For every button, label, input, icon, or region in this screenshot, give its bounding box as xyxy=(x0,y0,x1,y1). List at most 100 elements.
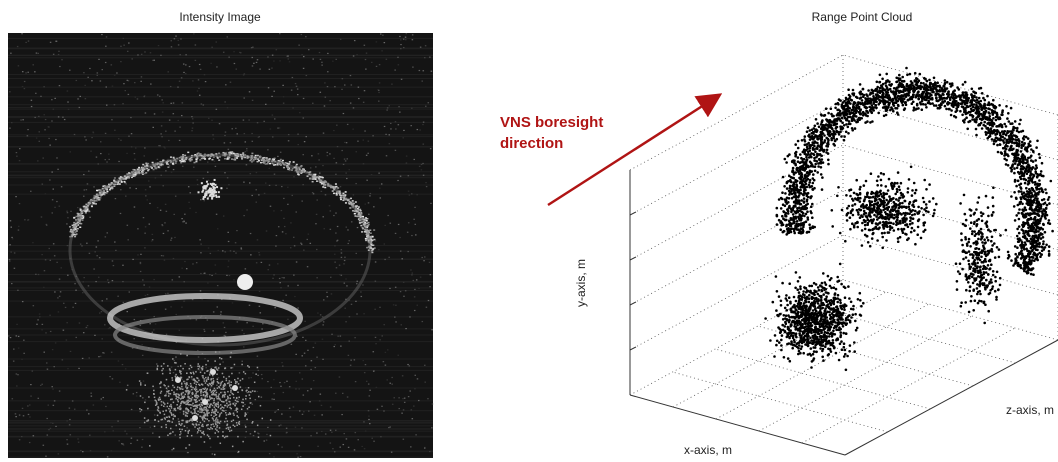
scan-streak xyxy=(8,422,433,424)
ring-pixel xyxy=(253,158,256,161)
noise xyxy=(253,62,255,64)
ring-pixel xyxy=(157,166,160,168)
scan-streak xyxy=(8,258,433,260)
noise xyxy=(21,85,24,88)
noise xyxy=(109,327,111,329)
pixel xyxy=(213,425,215,428)
pixel xyxy=(164,403,166,405)
noise xyxy=(334,429,337,431)
pixel xyxy=(161,372,164,375)
noise xyxy=(401,375,404,377)
bright-spot xyxy=(202,399,208,405)
noise xyxy=(173,359,175,362)
noise xyxy=(79,243,82,245)
cloud-point xyxy=(888,83,891,86)
noise xyxy=(421,80,423,82)
pixel xyxy=(177,399,179,401)
cloud-point xyxy=(827,162,830,166)
noise xyxy=(411,107,413,109)
noise xyxy=(298,410,301,412)
cloud-point xyxy=(1029,167,1032,170)
noise xyxy=(68,407,71,409)
noise xyxy=(43,114,45,116)
pixel xyxy=(209,437,211,440)
pixel xyxy=(193,412,195,414)
ring-pixel xyxy=(315,180,318,182)
ring-pixel xyxy=(367,240,370,243)
noise xyxy=(283,277,285,279)
pixel xyxy=(184,362,186,365)
cloud-point xyxy=(932,76,936,80)
noise xyxy=(86,242,88,244)
noise xyxy=(261,378,263,380)
ring-pixel xyxy=(357,209,360,211)
ring-pixel xyxy=(356,207,359,210)
noise xyxy=(285,294,287,296)
noise xyxy=(247,412,249,414)
ring-pixel xyxy=(291,167,294,170)
noise xyxy=(126,384,129,386)
scan-streak xyxy=(8,134,433,136)
ring-pixel xyxy=(228,152,231,155)
scan-streak xyxy=(8,280,433,282)
noise xyxy=(333,214,335,217)
noise xyxy=(57,168,59,170)
cloud-point xyxy=(878,89,881,92)
noise xyxy=(431,329,433,331)
ring-pixel xyxy=(96,194,99,197)
ring-pixel xyxy=(323,182,326,184)
cloud-point xyxy=(1049,179,1053,183)
noise xyxy=(200,272,202,275)
noise xyxy=(67,108,70,110)
noise xyxy=(144,294,147,297)
pixel xyxy=(181,400,184,403)
noise xyxy=(81,357,84,360)
ring-pixel xyxy=(297,171,300,174)
noise xyxy=(57,116,60,118)
pixel xyxy=(169,410,171,413)
noise xyxy=(264,182,267,184)
noise xyxy=(140,53,143,55)
noise xyxy=(343,158,346,160)
noise xyxy=(130,116,132,119)
noise xyxy=(182,221,184,223)
ring-pixel xyxy=(172,160,175,162)
noise xyxy=(159,145,161,147)
cloud-point xyxy=(816,122,819,125)
ring-pixel xyxy=(80,222,83,225)
ring-pixel xyxy=(313,176,316,179)
pixel xyxy=(198,383,200,386)
cloud-point xyxy=(1017,231,1021,235)
pixel xyxy=(226,395,229,398)
noise xyxy=(35,52,38,54)
noise xyxy=(112,430,114,432)
noise xyxy=(389,222,392,224)
pixel xyxy=(235,422,238,424)
cloud-point xyxy=(805,155,808,159)
noise xyxy=(306,390,309,392)
noise xyxy=(281,185,283,188)
ring-pixel xyxy=(256,154,259,157)
ring-pixel xyxy=(334,183,337,185)
ring-pixel xyxy=(271,160,274,162)
pixel xyxy=(211,191,214,194)
noise xyxy=(66,210,68,212)
pixel xyxy=(203,411,205,414)
noise xyxy=(22,119,24,121)
pixel xyxy=(181,395,184,398)
noise xyxy=(257,374,259,376)
noise xyxy=(301,355,303,357)
noise xyxy=(297,143,299,146)
noise xyxy=(212,138,215,140)
pixel xyxy=(203,420,206,423)
noise xyxy=(274,118,276,120)
pixel xyxy=(203,441,206,443)
noise xyxy=(246,322,248,324)
pixel xyxy=(219,404,222,406)
ring-pixel xyxy=(283,166,286,169)
noise xyxy=(104,431,106,433)
pixel xyxy=(230,391,232,393)
noise xyxy=(223,326,226,329)
noise xyxy=(281,277,283,279)
noise xyxy=(102,352,104,354)
